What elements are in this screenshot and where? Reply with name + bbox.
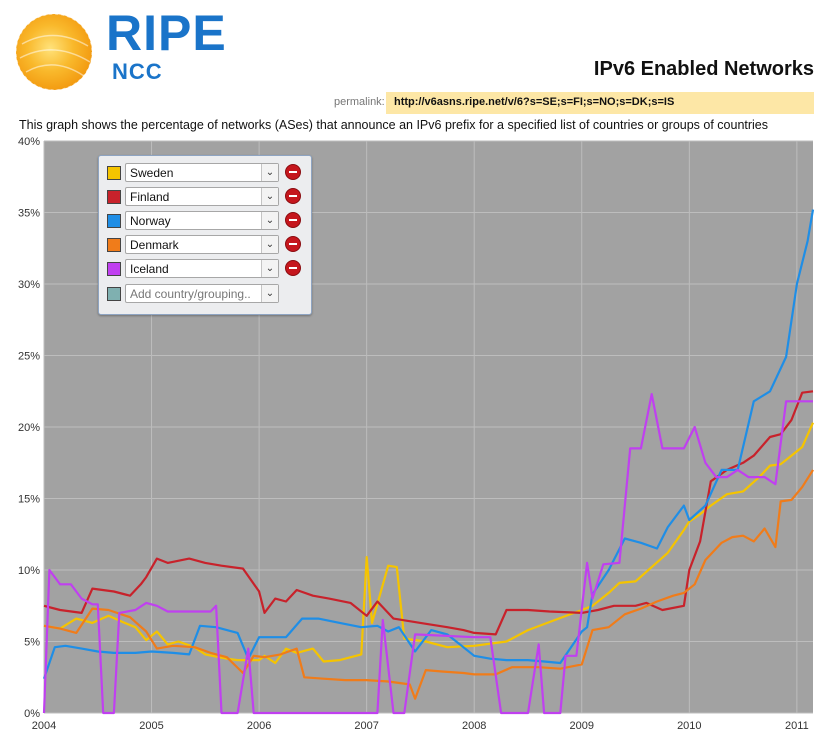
iceland-swatch	[107, 262, 121, 276]
country-select-sweden[interactable]: Sweden ⌄	[125, 163, 279, 182]
series-line-norway	[42, 209, 815, 680]
remove-denmark-button[interactable]	[285, 236, 301, 252]
permalink-label: permalink:	[334, 96, 385, 108]
permalink-box	[386, 92, 814, 114]
remove-iceland-button[interactable]	[285, 260, 301, 276]
country-name: Denmark	[130, 238, 179, 252]
chevron-down-icon[interactable]: ⌄	[261, 285, 278, 302]
norway-swatch	[107, 214, 121, 228]
y-tick-label: 40%	[18, 136, 40, 148]
x-tick-label: 2005	[139, 720, 163, 732]
denmark-swatch	[107, 238, 121, 252]
chevron-down-icon[interactable]: ⌄	[261, 236, 278, 253]
country-name: Sweden	[130, 166, 174, 180]
country-selector-panel: Sweden ⌄ Finland ⌄ Norway ⌄ Denmark ⌄ Ic…	[98, 155, 312, 315]
y-tick-label: 0%	[24, 708, 40, 720]
sun-logo-icon	[15, 13, 93, 91]
country-name: Iceland	[130, 262, 169, 276]
series-line-sweden	[43, 422, 815, 665]
country-select-finland[interactable]: Finland ⌄	[125, 187, 279, 206]
x-tick-label: 2010	[677, 720, 701, 732]
add-country-placeholder: Add country/grouping..	[130, 287, 251, 301]
logo-subtext: NCC	[112, 59, 163, 84]
y-tick-label: 20%	[18, 422, 40, 434]
series-line-denmark	[43, 469, 814, 700]
chart-description: This graph shows the percentage of netwo…	[19, 118, 769, 132]
remove-norway-button[interactable]	[285, 212, 301, 228]
chevron-down-icon[interactable]: ⌄	[261, 260, 278, 277]
series-lines	[42, 209, 815, 715]
country-name: Norway	[130, 214, 171, 228]
country-select-norway[interactable]: Norway ⌄	[125, 211, 279, 230]
country-name: Finland	[130, 190, 170, 204]
page-title: IPv6 Enabled Networks	[593, 58, 814, 80]
grid-lines	[43, 140, 813, 714]
y-tick-label: 15%	[18, 494, 40, 506]
x-tick-label: 2008	[462, 720, 486, 732]
country-select-iceland[interactable]: Iceland ⌄	[125, 259, 279, 278]
y-axis-ticks: 0% 5% 10% 15% 20% 25% 30% 35% 40%	[18, 136, 40, 720]
x-tick-label: 2006	[247, 720, 271, 732]
add-country-select[interactable]: Add country/grouping.. ⌄	[125, 284, 279, 303]
y-tick-label: 25%	[18, 351, 40, 363]
ripe-ncc-logo[interactable]: RIPE NCC	[10, 6, 226, 96]
x-tick-label: 2007	[354, 720, 378, 732]
series-line-iceland	[42, 393, 813, 715]
y-tick-label: 5%	[24, 637, 40, 649]
remove-finland-button[interactable]	[285, 188, 301, 204]
logo-wordmark: RIPE	[106, 5, 227, 61]
permalink-url[interactable]: http://v6asns.ripe.net/v/6?s=SE;s=FI;s=N…	[394, 96, 675, 108]
chevron-down-icon[interactable]: ⌄	[261, 188, 278, 205]
x-tick-label: 2009	[570, 720, 594, 732]
chevron-down-icon[interactable]: ⌄	[261, 212, 278, 229]
x-tick-label: 2004	[32, 720, 56, 732]
sweden-swatch	[107, 166, 121, 180]
y-tick-label: 35%	[18, 208, 40, 220]
chevron-down-icon[interactable]: ⌄	[261, 164, 278, 181]
country-select-denmark[interactable]: Denmark ⌄	[125, 235, 279, 254]
x-tick-label: 2011	[785, 720, 809, 732]
y-tick-label: 10%	[18, 565, 40, 577]
y-tick-label: 30%	[18, 279, 40, 291]
finland-swatch	[107, 190, 121, 204]
add-swatch	[107, 287, 121, 301]
x-axis-ticks: 2004 2005 2006 2007 2008 2009 2010 2011	[32, 720, 809, 732]
remove-sweden-button[interactable]	[285, 164, 301, 180]
